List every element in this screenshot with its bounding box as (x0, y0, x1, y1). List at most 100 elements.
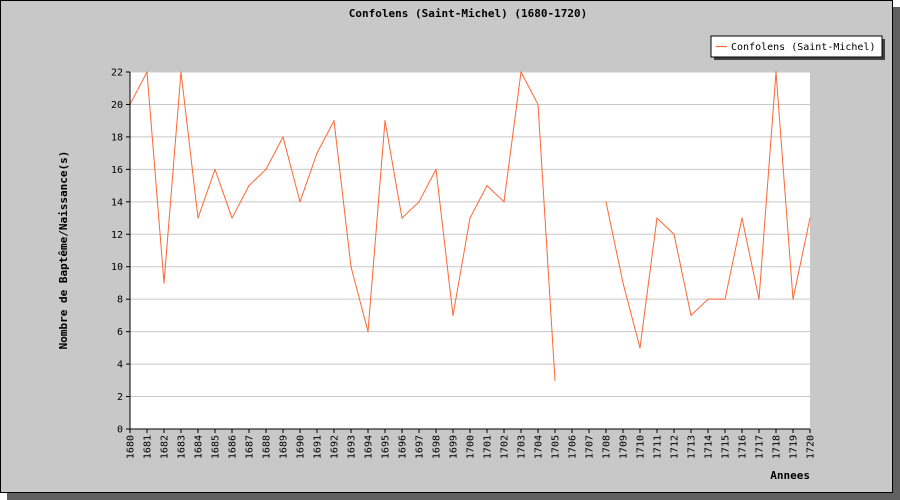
data-point (809, 217, 811, 219)
x-tick-label: 1716 (738, 435, 749, 459)
x-tick-label: 1705 (551, 435, 562, 459)
x-tick-label: 1681 (143, 435, 154, 459)
x-tick-label: 1683 (177, 435, 188, 459)
y-tick-label: 0 (117, 425, 123, 436)
series-segment (146, 71, 165, 283)
x-tick-label: 1687 (245, 435, 256, 459)
series-segment (605, 201, 624, 284)
x-tick-label: 1680 (126, 435, 137, 459)
series-line (129, 71, 811, 381)
series-segment (333, 120, 352, 267)
chart-title: Confolens (Saint-Michel) (1680-1720) (349, 7, 587, 20)
series-segment (401, 201, 420, 219)
x-tick-label: 1707 (585, 435, 596, 459)
series-segment (758, 71, 777, 300)
y-tick-label: 14 (111, 197, 123, 208)
data-point (469, 217, 471, 219)
y-tick-label: 20 (111, 100, 123, 111)
data-point (146, 71, 148, 73)
data-point (418, 201, 420, 203)
data-point (690, 314, 692, 317)
data-point (622, 282, 624, 284)
data-point (452, 314, 454, 317)
x-tick-label: 1699 (449, 435, 460, 459)
series-segment (452, 217, 471, 316)
data-point (792, 298, 794, 300)
series-segment (180, 71, 199, 219)
series-segment (537, 104, 556, 381)
data-point (214, 168, 216, 170)
data-point (503, 201, 505, 203)
x-tick-label: 1708 (602, 435, 613, 459)
x-tick-label: 1697 (415, 435, 426, 459)
y-tick-label: 18 (111, 132, 123, 143)
x-tick-label: 1682 (160, 435, 171, 459)
series-segment (384, 120, 403, 219)
data-point (384, 120, 386, 122)
data-point (724, 298, 726, 300)
y-ticks: 0 2 4 6 8 10 12 14 16 18 20 22 (111, 68, 130, 436)
series-segment (656, 217, 675, 235)
series-segment (673, 234, 692, 316)
data-point (435, 168, 437, 170)
x-tick-label: 1711 (653, 435, 664, 459)
series-segment (214, 169, 233, 219)
x-tick-label: 1714 (704, 435, 715, 459)
x-tick-label: 1689 (279, 435, 290, 459)
data-point (656, 217, 658, 219)
data-point (707, 298, 709, 300)
data-point (367, 331, 369, 333)
y-axis-label: Nombre de Baptême/Naissance(s) (57, 151, 70, 350)
series-segment (622, 282, 641, 348)
series-segment (486, 185, 505, 203)
series-segment (435, 169, 454, 316)
x-tick-label: 1688 (262, 435, 273, 459)
data-point (537, 103, 539, 106)
x-tick-label: 1700 (466, 435, 477, 459)
series-segment (299, 152, 318, 202)
x-tick-label: 1720 (806, 435, 817, 459)
series-segment (316, 120, 335, 154)
data-point (333, 120, 335, 122)
legend-box (710, 35, 883, 58)
x-tick-label: 1691 (313, 435, 324, 459)
data-point (520, 71, 522, 73)
x-tick-label: 1706 (568, 435, 579, 459)
series-segment (163, 71, 182, 283)
series-layer (129, 71, 811, 381)
x-tick-label: 1693 (347, 435, 358, 459)
x-tick-label: 1692 (330, 435, 341, 459)
y-tick-label: 4 (117, 360, 123, 371)
y-tick-label: 12 (111, 230, 123, 241)
gridlines (130, 71, 810, 398)
y-tick-label: 2 (117, 392, 123, 403)
x-tick-label: 1695 (381, 435, 392, 459)
x-tick-label: 1717 (755, 435, 766, 459)
x-tick-label: 1712 (670, 435, 681, 459)
series-segment (265, 136, 284, 170)
y-tick-label: 8 (117, 295, 123, 306)
series-segment (741, 217, 760, 300)
plot-area (130, 72, 810, 429)
series-segment (503, 71, 522, 202)
data-point (605, 201, 607, 203)
y-tick-label: 6 (117, 327, 123, 338)
x-tick-label: 1703 (517, 435, 528, 459)
series-segment (469, 185, 488, 219)
data-point (180, 71, 182, 73)
x-tick-label: 1702 (500, 435, 511, 459)
series-segment (197, 169, 216, 219)
series-segment (792, 217, 811, 300)
data-point (401, 217, 403, 219)
data-point (639, 347, 641, 349)
y-tick-label: 22 (111, 68, 123, 79)
x-tick-label: 1719 (789, 435, 800, 459)
data-point (486, 184, 488, 187)
x-tick-label: 1686 (228, 435, 239, 459)
x-tick-label: 1718 (772, 435, 783, 459)
data-point (673, 233, 675, 235)
data-point (282, 136, 284, 138)
data-point (758, 298, 760, 300)
series-segment (520, 71, 539, 105)
